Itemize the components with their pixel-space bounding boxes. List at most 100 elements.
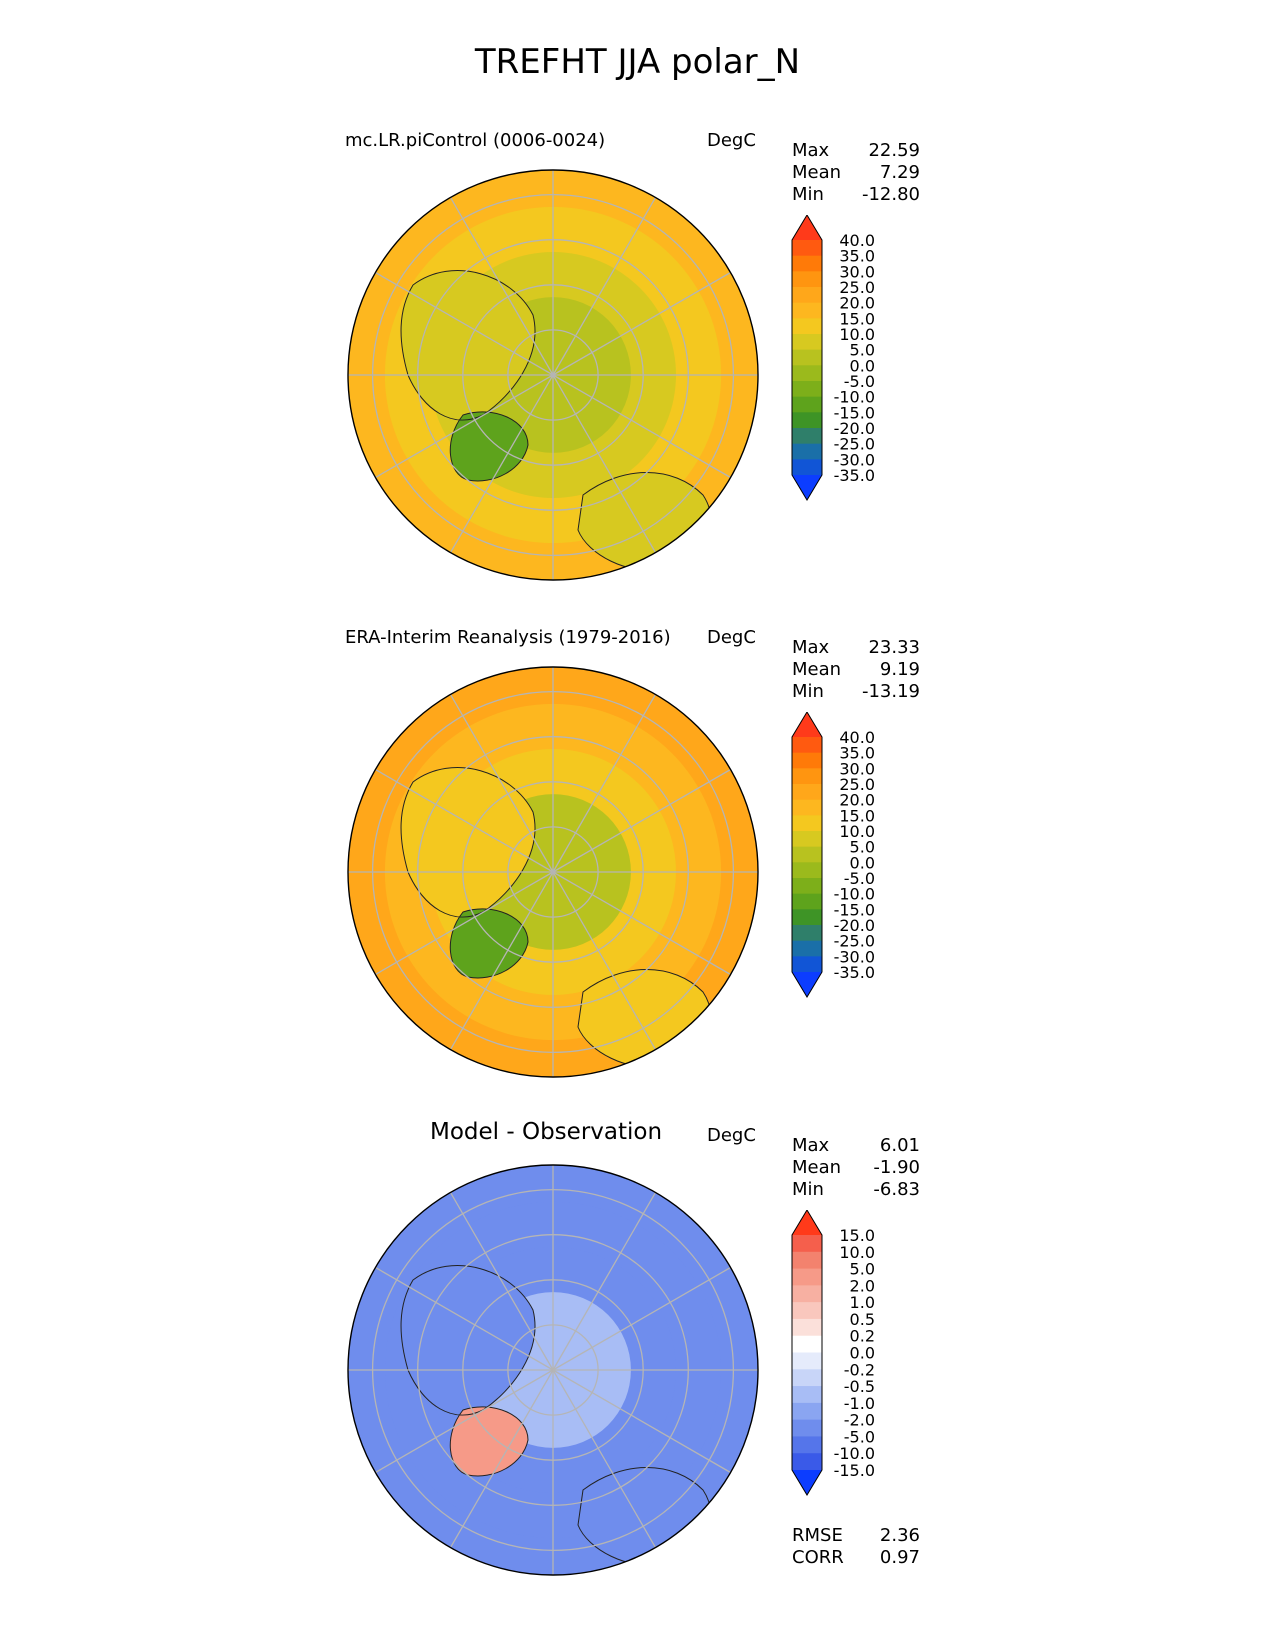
panel-title: ERA-Interim Reanalysis (1979-2016) <box>345 627 671 648</box>
colorbar-segment <box>792 878 822 895</box>
colorbar-tick-label: 0.0 <box>850 356 875 375</box>
stat-name: Min <box>792 184 824 205</box>
panel-title: Model - Observation <box>430 1119 663 1145</box>
colorbar-segment <box>792 831 822 848</box>
colorbar-segment <box>792 846 822 863</box>
colorbar-tick-label: 30.0 <box>839 262 875 281</box>
colorbar-segment <box>792 349 822 366</box>
colorbar-segment <box>792 799 822 816</box>
longitude-line <box>552 871 657 1050</box>
colorbar-segment <box>792 1318 822 1337</box>
longitude-line <box>449 374 554 553</box>
colorbar-tick-label: -25.0 <box>834 435 875 454</box>
colorbar-segment <box>792 1335 822 1354</box>
colorbar-segment <box>792 1302 822 1320</box>
colorbar-tick-label: -0.5 <box>844 1377 875 1396</box>
longitude-line <box>552 694 657 873</box>
longitude-line <box>375 768 554 873</box>
colorbar-segment <box>792 412 822 429</box>
colorbar-extend-max <box>792 712 822 737</box>
longitude-line <box>375 871 554 976</box>
longitude-line <box>552 1192 657 1371</box>
longitude-line <box>375 271 554 376</box>
colorbar-tick-label: -5.0 <box>844 1427 875 1446</box>
colorbar-segment <box>792 428 822 445</box>
stat-value: 22.59 <box>868 140 920 161</box>
colorbar-tick-label: -2.0 <box>844 1411 875 1430</box>
colorbar-tick-label: 5.0 <box>850 838 875 857</box>
longitude-line <box>552 1266 731 1371</box>
colorbar-tick-label: -10.0 <box>834 388 875 407</box>
colorbar-segment <box>792 459 822 476</box>
colorbar-outline <box>791 1210 823 1496</box>
stat-name: Mean <box>792 1157 842 1178</box>
colorbar-tick-label: -15.0 <box>834 900 875 919</box>
stat-value: -1.90 <box>873 1157 920 1178</box>
colorbar-extend-max <box>792 215 822 240</box>
colorbar-segment <box>792 1268 822 1286</box>
longitude-line <box>375 374 554 479</box>
colorbar-segment <box>792 862 822 879</box>
observation-panel: ERA-Interim Reanalysis (1979-2016) DegC … <box>0 627 1275 1122</box>
colorbar-segment <box>792 940 822 957</box>
metric-name: CORR <box>792 1547 844 1568</box>
colorbar-segment <box>792 815 822 832</box>
stat-value: -12.80 <box>861 184 920 205</box>
panel-title: mc.LR.piControl (0006-0024) <box>345 130 606 151</box>
metric-name: RMSE <box>792 1525 843 1546</box>
longitude-line <box>552 271 731 376</box>
stat-name: Min <box>792 1179 824 1200</box>
coastline <box>449 1406 529 1477</box>
map-field <box>348 1165 758 1575</box>
colorbar-tick-label: -1.0 <box>844 1394 875 1413</box>
colorbar-segment <box>792 925 822 942</box>
colorbar-tick-label: -35.0 <box>834 466 875 485</box>
colorbar-tick-label: -30.0 <box>834 947 875 966</box>
polar-map <box>347 1164 759 1576</box>
colorbar-segment <box>792 956 822 973</box>
colorbar-extend-min <box>792 972 822 997</box>
colorbar-tick-label: -10.0 <box>834 885 875 904</box>
colorbar-segment <box>792 381 822 398</box>
longitude-line <box>552 1369 731 1474</box>
colorbar-tick-label: 35.0 <box>839 247 875 266</box>
polar-map <box>347 169 759 581</box>
colorbar-tick-label: 25.0 <box>839 278 875 297</box>
stat-name: Mean <box>792 659 842 680</box>
colorbar-outline <box>791 712 823 998</box>
figure-title: TREFHT JJA polar_N <box>474 42 801 82</box>
colorbar-segment <box>792 443 822 460</box>
longitude-line <box>375 1369 554 1474</box>
colorbar-segment <box>792 271 822 288</box>
colorbar-segment <box>792 1386 822 1404</box>
colorbar-tick-label: 20.0 <box>839 791 875 810</box>
colorbar-segment <box>792 1419 822 1438</box>
polar-map <box>347 666 759 1078</box>
stat-name: Mean <box>792 162 842 183</box>
longitude-line <box>552 197 657 376</box>
coastline <box>400 767 536 918</box>
longitude-line <box>552 374 731 479</box>
colorbar-segment <box>792 1285 822 1303</box>
longitude-line <box>552 374 657 553</box>
stat-value: 7.29 <box>879 162 920 183</box>
coastline <box>400 1265 536 1416</box>
colorbar-tick-label: -5.0 <box>844 869 875 888</box>
colorbar-tick-label: -25.0 <box>834 932 875 951</box>
stat-value: -6.83 <box>873 1179 920 1200</box>
stat-name: Max <box>792 1135 830 1156</box>
colorbar-tick-label: 20.0 <box>839 294 875 313</box>
colorbar-extend-min <box>792 475 822 500</box>
colorbar-tick-label: -20.0 <box>834 916 875 935</box>
metric-value: 2.36 <box>879 1525 920 1546</box>
colorbar-tick-label: 30.0 <box>839 759 875 778</box>
colorbar-tick-label: 2.0 <box>850 1276 875 1295</box>
colorbar-segment <box>792 1251 822 1270</box>
colorbar-tick-label: -10.0 <box>834 1444 875 1463</box>
colorbar-tick-label: 10.0 <box>839 1243 875 1262</box>
model-panel: mc.LR.piControl (0006-0024) DegC Max 22.5… <box>0 130 1275 625</box>
longitude-line <box>449 694 554 873</box>
field-contour <box>450 1406 528 1476</box>
field-contour <box>450 411 528 481</box>
colorbar-tick-label: 0.0 <box>850 1344 875 1363</box>
